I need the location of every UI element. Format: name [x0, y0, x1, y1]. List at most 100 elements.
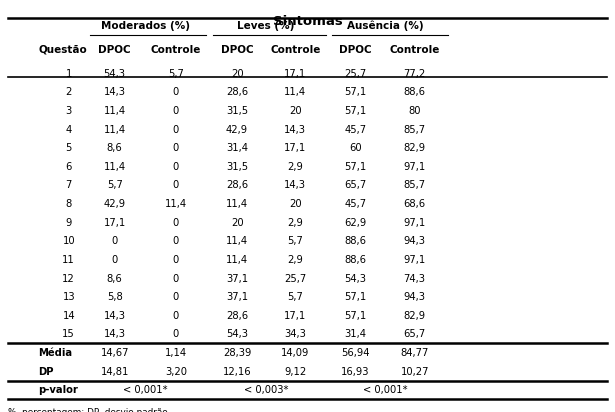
Text: 17,1: 17,1	[284, 69, 306, 79]
Text: DPOC: DPOC	[221, 45, 253, 55]
Text: 97,1: 97,1	[403, 218, 426, 228]
Text: 0: 0	[111, 236, 118, 246]
Text: Moderados (%): Moderados (%)	[101, 21, 190, 31]
Text: 31,5: 31,5	[226, 106, 248, 116]
Text: 11,4: 11,4	[165, 199, 187, 209]
Text: 5: 5	[66, 143, 72, 153]
Text: 0: 0	[173, 124, 179, 135]
Text: 57,1: 57,1	[344, 311, 367, 321]
Text: 85,7: 85,7	[403, 124, 426, 135]
Text: 17,1: 17,1	[284, 143, 306, 153]
Text: 0: 0	[173, 330, 179, 339]
Text: 0: 0	[173, 162, 179, 172]
Text: 11,4: 11,4	[284, 87, 306, 97]
Text: 80: 80	[408, 106, 421, 116]
Text: 85,7: 85,7	[403, 180, 426, 190]
Text: Sintomas: Sintomas	[272, 15, 343, 28]
Text: 74,3: 74,3	[403, 274, 426, 283]
Text: 42,9: 42,9	[226, 124, 248, 135]
Text: 45,7: 45,7	[344, 124, 367, 135]
Text: 14,67: 14,67	[100, 348, 129, 358]
Text: 14,3: 14,3	[104, 87, 125, 97]
Text: 3,20: 3,20	[165, 367, 187, 377]
Text: 31,4: 31,4	[344, 330, 367, 339]
Text: 31,5: 31,5	[226, 162, 248, 172]
Text: 0: 0	[173, 87, 179, 97]
Text: 8: 8	[66, 199, 72, 209]
Text: 5,8: 5,8	[107, 292, 122, 302]
Text: 14,3: 14,3	[284, 124, 306, 135]
Text: 56,94: 56,94	[341, 348, 370, 358]
Text: 62,9: 62,9	[344, 218, 367, 228]
Text: Controle: Controle	[151, 45, 201, 55]
Text: 14,3: 14,3	[104, 311, 125, 321]
Text: 5,7: 5,7	[287, 236, 303, 246]
Text: 6: 6	[66, 162, 72, 172]
Text: 20: 20	[231, 69, 244, 79]
Text: < 0,001*: < 0,001*	[123, 385, 167, 395]
Text: 65,7: 65,7	[344, 180, 367, 190]
Text: 57,1: 57,1	[344, 162, 367, 172]
Text: 11,4: 11,4	[226, 199, 248, 209]
Text: 2,9: 2,9	[287, 162, 303, 172]
Text: 0: 0	[173, 236, 179, 246]
Text: 68,6: 68,6	[403, 199, 426, 209]
Text: 11,4: 11,4	[226, 255, 248, 265]
Text: 9,12: 9,12	[284, 367, 306, 377]
Text: 42,9: 42,9	[103, 199, 125, 209]
Text: 5,7: 5,7	[287, 292, 303, 302]
Text: 0: 0	[173, 255, 179, 265]
Text: 17,1: 17,1	[284, 311, 306, 321]
Text: 37,1: 37,1	[226, 292, 248, 302]
Text: 0: 0	[111, 255, 118, 265]
Text: 0: 0	[173, 292, 179, 302]
Text: 13: 13	[62, 292, 75, 302]
Text: 16,93: 16,93	[341, 367, 370, 377]
Text: 0: 0	[173, 180, 179, 190]
Text: 31,4: 31,4	[226, 143, 248, 153]
Text: 97,1: 97,1	[403, 255, 426, 265]
Text: 2,9: 2,9	[287, 218, 303, 228]
Text: 11,4: 11,4	[103, 124, 125, 135]
Text: 88,6: 88,6	[403, 87, 426, 97]
Text: < 0,001*: < 0,001*	[363, 385, 407, 395]
Text: Ausência (%): Ausência (%)	[347, 21, 424, 31]
Text: 1: 1	[66, 69, 72, 79]
Text: DPOC: DPOC	[98, 45, 131, 55]
Text: 88,6: 88,6	[344, 236, 367, 246]
Text: 57,1: 57,1	[344, 292, 367, 302]
Text: 94,3: 94,3	[403, 292, 426, 302]
Text: 14,81: 14,81	[100, 367, 129, 377]
Text: 14: 14	[62, 311, 75, 321]
Text: 4: 4	[66, 124, 72, 135]
Text: 0: 0	[173, 311, 179, 321]
Text: Leves (%): Leves (%)	[237, 21, 295, 31]
Text: 15: 15	[62, 330, 75, 339]
Text: Média: Média	[38, 348, 72, 358]
Text: 28,39: 28,39	[223, 348, 252, 358]
Text: 3: 3	[66, 106, 72, 116]
Text: 1,14: 1,14	[165, 348, 187, 358]
Text: 25,7: 25,7	[284, 274, 306, 283]
Text: 57,1: 57,1	[344, 106, 367, 116]
Text: 28,6: 28,6	[226, 180, 248, 190]
Text: 65,7: 65,7	[403, 330, 426, 339]
Text: 45,7: 45,7	[344, 199, 367, 209]
Text: 0: 0	[173, 143, 179, 153]
Text: 11,4: 11,4	[103, 162, 125, 172]
Text: 94,3: 94,3	[403, 236, 426, 246]
Text: 12: 12	[62, 274, 75, 283]
Text: 37,1: 37,1	[226, 274, 248, 283]
Text: 11: 11	[62, 255, 75, 265]
Text: 12,16: 12,16	[223, 367, 252, 377]
Text: DPOC: DPOC	[339, 45, 371, 55]
Text: 8,6: 8,6	[107, 274, 122, 283]
Text: %, percentagem; DP, desvio padrão.: %, percentagem; DP, desvio padrão.	[7, 407, 170, 412]
Text: 20: 20	[289, 199, 301, 209]
Text: 5,7: 5,7	[107, 180, 122, 190]
Text: 82,9: 82,9	[403, 143, 426, 153]
Text: 7: 7	[66, 180, 72, 190]
Text: < 0,003*: < 0,003*	[244, 385, 288, 395]
Text: 5,7: 5,7	[168, 69, 184, 79]
Text: 82,9: 82,9	[403, 311, 426, 321]
